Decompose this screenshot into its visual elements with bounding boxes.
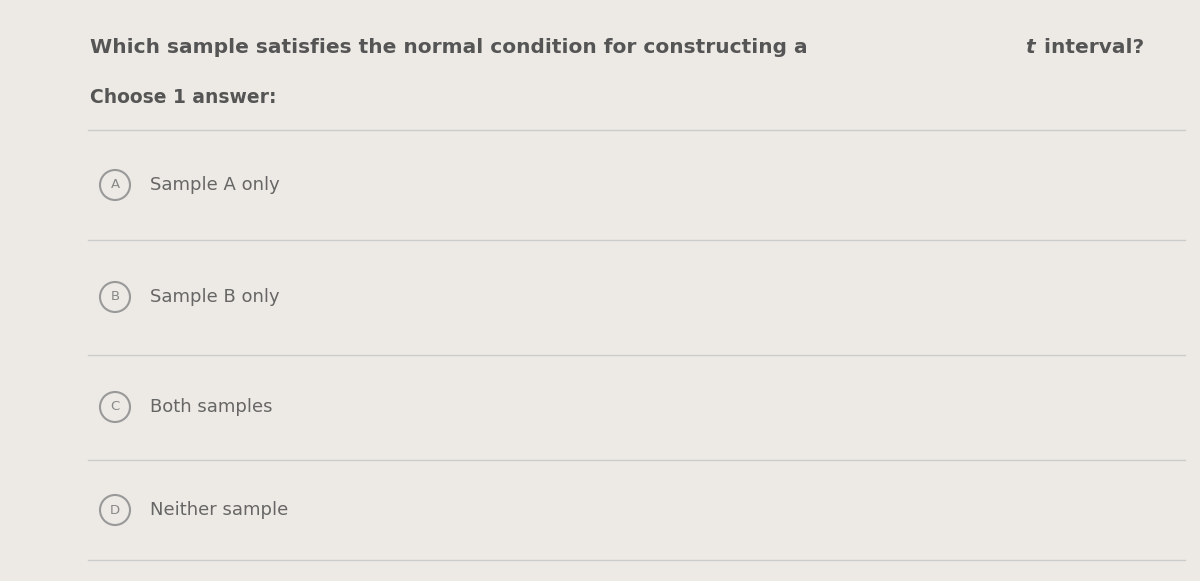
Text: D: D bbox=[110, 504, 120, 517]
Text: interval?: interval? bbox=[1038, 38, 1145, 57]
Text: Which sample satisfies the normal condition for constructing a: Which sample satisfies the normal condit… bbox=[90, 38, 815, 57]
Circle shape bbox=[100, 495, 130, 525]
Circle shape bbox=[100, 170, 130, 200]
Circle shape bbox=[100, 392, 130, 422]
Text: Choose 1 answer:: Choose 1 answer: bbox=[90, 88, 276, 107]
Text: Sample B only: Sample B only bbox=[150, 288, 280, 306]
Text: Both samples: Both samples bbox=[150, 398, 272, 416]
Text: Sample A only: Sample A only bbox=[150, 176, 280, 194]
Text: C: C bbox=[110, 400, 120, 414]
Text: A: A bbox=[110, 178, 120, 192]
Text: Neither sample: Neither sample bbox=[150, 501, 288, 519]
Circle shape bbox=[100, 282, 130, 312]
Text: B: B bbox=[110, 290, 120, 303]
Text: t: t bbox=[1025, 38, 1034, 57]
